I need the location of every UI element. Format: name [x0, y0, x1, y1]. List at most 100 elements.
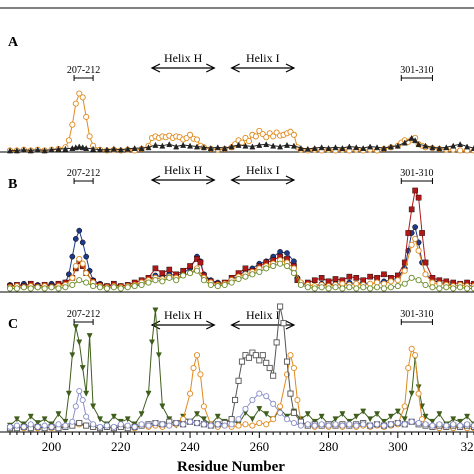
- data-point: [235, 422, 242, 429]
- data-point: [380, 422, 388, 429]
- data-point: [283, 262, 291, 270]
- data-point: [412, 352, 419, 359]
- data-point: [443, 422, 450, 429]
- data-point: [193, 419, 201, 427]
- data-point: [48, 423, 55, 430]
- data-point: [200, 421, 207, 428]
- x-tick-label: 220: [111, 439, 131, 454]
- helix-arrow-head: [285, 320, 296, 330]
- data-point: [194, 256, 200, 262]
- data-point: [290, 419, 297, 427]
- region-label: 207-212: [67, 65, 100, 76]
- data-point: [145, 144, 152, 151]
- data-point: [55, 145, 62, 152]
- data-point: [353, 285, 360, 292]
- helix-label: Helix I: [246, 51, 280, 65]
- data-point: [256, 419, 263, 427]
- data-point: [83, 144, 90, 151]
- data-point: [41, 416, 48, 423]
- data-point: [72, 403, 79, 410]
- data-point: [457, 147, 464, 154]
- data-point: [346, 143, 353, 150]
- region-label: 301-310: [400, 65, 433, 76]
- panel-a: A 207-212 Helix H Helix I 301-310: [0, 35, 474, 154]
- data-point: [166, 266, 173, 273]
- data-point: [34, 423, 41, 430]
- data-point: [124, 422, 131, 429]
- data-point: [27, 147, 34, 154]
- data-point: [55, 285, 62, 292]
- data-point: [464, 421, 471, 428]
- data-point: [256, 406, 263, 413]
- data-point: [124, 416, 131, 423]
- data-point: [429, 284, 436, 291]
- data-point: [415, 384, 422, 391]
- data-point: [242, 405, 249, 413]
- region-marker: 301-310: [400, 309, 434, 325]
- data-point: [159, 403, 166, 410]
- data-point: [339, 411, 346, 418]
- data-point: [401, 267, 408, 274]
- data-point: [124, 145, 131, 152]
- data-point: [304, 421, 311, 428]
- data-point: [374, 411, 381, 418]
- data-point: [69, 418, 76, 425]
- data-point: [159, 270, 166, 276]
- helix-arrow-head: [206, 320, 216, 330]
- x-tick-label: 32: [461, 439, 474, 454]
- data-point: [408, 134, 415, 141]
- data-point: [110, 423, 117, 430]
- data-point: [187, 131, 194, 138]
- x-tick-label: 280: [319, 439, 339, 454]
- helix-label: Helix H: [164, 308, 203, 322]
- data-point: [304, 284, 311, 291]
- data-point: [457, 284, 464, 291]
- data-point: [173, 143, 180, 150]
- x-tick-label: 300: [388, 439, 408, 454]
- data-point: [450, 142, 457, 149]
- data-point: [193, 143, 200, 150]
- data-point: [83, 253, 90, 260]
- data-point: [408, 418, 415, 425]
- helix-arrow-head: [206, 63, 216, 73]
- data-point: [193, 352, 201, 359]
- data-point: [69, 281, 76, 288]
- data-point: [290, 131, 297, 138]
- data-point: [65, 390, 72, 397]
- data-point: [83, 279, 90, 286]
- region-marker: 301-310: [400, 168, 434, 184]
- data-point: [86, 333, 93, 340]
- data-point: [443, 284, 450, 291]
- data-point: [346, 273, 353, 280]
- panels-layer: A 207-212 Helix H Helix I 301-310 B 207-212 Hel…: [0, 7, 474, 433]
- data-point: [13, 285, 20, 292]
- data-point: [214, 144, 221, 151]
- data-point: [318, 284, 325, 291]
- data-point: [405, 364, 412, 372]
- helix-arrow-head: [230, 320, 240, 330]
- data-point: [450, 416, 457, 423]
- data-point: [62, 418, 69, 425]
- data-point: [249, 143, 256, 150]
- data-point: [90, 421, 97, 428]
- data-point: [339, 285, 346, 292]
- data-point: [263, 421, 270, 428]
- data-point: [256, 141, 263, 148]
- data-point: [273, 339, 280, 346]
- data-point: [387, 413, 394, 420]
- data-point: [117, 421, 124, 428]
- data-point: [76, 255, 83, 263]
- data-point: [270, 400, 277, 407]
- data-point: [193, 267, 201, 274]
- data-point: [90, 283, 97, 290]
- data-point: [332, 276, 339, 282]
- data-point: [34, 420, 41, 427]
- data-point: [252, 352, 259, 359]
- region-marker: 301-310: [400, 65, 434, 81]
- data-point: [200, 144, 207, 151]
- data-point: [408, 390, 415, 397]
- data-point: [339, 144, 346, 151]
- data-point: [152, 419, 159, 427]
- data-point: [221, 422, 228, 429]
